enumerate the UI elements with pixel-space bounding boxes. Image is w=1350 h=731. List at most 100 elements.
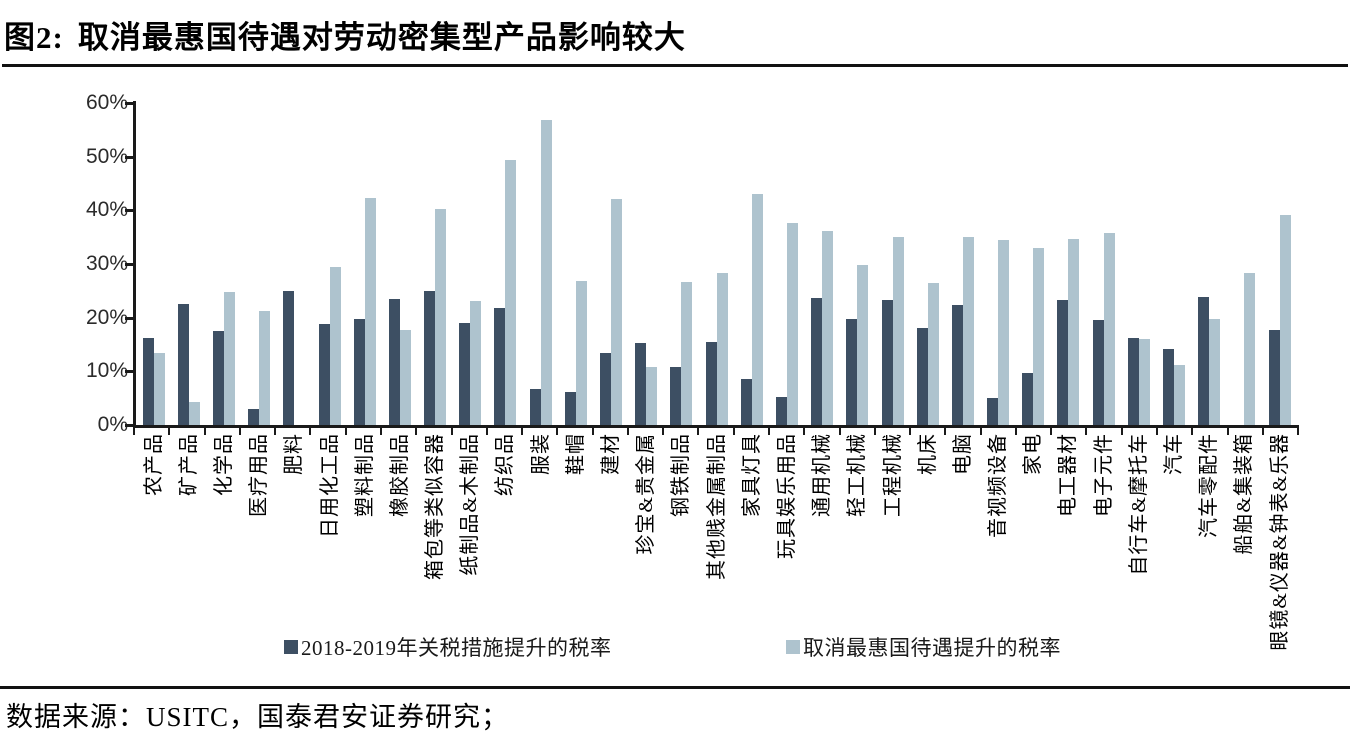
bar-group xyxy=(769,103,804,425)
bar-mfn-cancel xyxy=(153,353,165,425)
bar-tariff-measures xyxy=(459,323,471,425)
bar-mfn-cancel xyxy=(470,301,482,425)
bar-group xyxy=(734,103,769,425)
bar-tariff-measures xyxy=(916,327,928,425)
figure-title: 图2: 取消最惠国待遇对劳动密集型产品影响较大 xyxy=(4,12,686,57)
bar-tariff-measures xyxy=(705,341,717,425)
x-tick-mark xyxy=(415,427,418,435)
bar-tariff-measures xyxy=(1022,372,1034,425)
bar-tariff-measures xyxy=(248,408,260,425)
bar-mfn-cancel xyxy=(1279,214,1291,425)
bar-group xyxy=(453,103,488,425)
y-tick-label: 50% xyxy=(85,144,128,168)
bar-group xyxy=(1156,103,1191,425)
x-tick-mark xyxy=(803,427,806,435)
bar-mfn-cancel xyxy=(1244,272,1256,425)
legend-label-tariff-measures: 2018-2019年关税措施提升的税率 xyxy=(301,636,612,660)
legend-swatch-dark-icon xyxy=(284,640,298,654)
bar-tariff-measures xyxy=(635,342,647,425)
bar-group xyxy=(699,103,734,425)
bar-group xyxy=(840,103,875,425)
bar-tariff-measures xyxy=(564,391,576,425)
figure-number: 图2: xyxy=(4,20,64,55)
bar-mfn-cancel xyxy=(1068,238,1080,425)
y-tick-label: 30% xyxy=(85,252,128,275)
bar-tariff-measures xyxy=(318,324,330,425)
bar-tariff-measures xyxy=(1127,338,1139,425)
x-tick-mark xyxy=(591,427,594,435)
bar-group xyxy=(488,103,523,425)
bar-group xyxy=(664,103,699,425)
x-tick-mark xyxy=(732,427,735,435)
x-tick-mark xyxy=(944,427,947,435)
bar-tariff-measures xyxy=(670,367,682,425)
bar-group xyxy=(136,103,171,425)
bar-tariff-measures xyxy=(494,308,506,425)
bar-mfn-cancel xyxy=(786,222,798,425)
y-tick-label: 60% xyxy=(85,91,128,114)
bar-tariff-measures xyxy=(283,290,295,425)
bar-mfn-cancel xyxy=(611,198,623,425)
y-tick-mark xyxy=(125,209,134,213)
bar-group xyxy=(206,103,241,425)
bar-group xyxy=(945,103,980,425)
y-tick-mark xyxy=(125,316,134,320)
bar-tariff-measures xyxy=(1198,296,1210,425)
x-tick-mark xyxy=(662,427,665,435)
x-tick-mark xyxy=(1085,427,1088,435)
x-tick-mark xyxy=(1226,427,1229,435)
bar-group xyxy=(1227,103,1262,425)
x-tick-mark xyxy=(485,427,488,435)
bar-mfn-cancel xyxy=(505,159,517,425)
bar-mfn-cancel xyxy=(399,329,411,425)
bar-mfn-cancel xyxy=(259,311,271,425)
bar-mfn-cancel xyxy=(435,209,447,425)
bar-group xyxy=(1086,103,1121,425)
x-tick-mark xyxy=(238,427,241,435)
bar-group xyxy=(382,103,417,425)
x-tick-mark xyxy=(1155,427,1158,435)
bar-mfn-cancel xyxy=(857,264,869,425)
bar-mfn-cancel xyxy=(188,401,200,425)
x-tick-mark xyxy=(873,427,876,435)
bar-mfn-cancel xyxy=(575,280,587,425)
legend-item-tariff-measures: 2018-2019年关税措施提升的税率 xyxy=(284,632,612,662)
bar-mfn-cancel xyxy=(540,120,552,425)
x-tick-mark xyxy=(697,427,700,435)
plot-area xyxy=(136,103,1297,425)
x-tick-mark xyxy=(521,427,523,435)
y-tick-mark xyxy=(125,424,134,427)
x-tick-mark xyxy=(1120,427,1123,435)
bar-group xyxy=(805,103,840,425)
x-tick-mark xyxy=(274,427,277,435)
source-note: 数据来源：USITC，国泰君安证券研究； xyxy=(6,702,510,731)
bar-tariff-measures xyxy=(987,398,999,425)
legend: 2018-2019年关税措施提升的税率 取消最惠国待遇提升的税率 xyxy=(0,632,1350,660)
bar-tariff-measures xyxy=(177,304,189,425)
x-tick-mark xyxy=(1191,427,1194,435)
bar-tariff-measures xyxy=(775,396,787,425)
bar-mfn-cancel xyxy=(364,198,376,425)
bar-group xyxy=(558,103,593,425)
y-tick-label: 40% xyxy=(85,198,128,222)
bar-tariff-measures xyxy=(142,337,154,425)
bar-mfn-cancel xyxy=(1174,365,1186,425)
bar-group xyxy=(1121,103,1156,425)
x-tick-mark xyxy=(168,427,171,435)
x-tick-mark xyxy=(1014,427,1017,435)
bar-tariff-measures xyxy=(1057,300,1069,425)
y-tick-mark xyxy=(125,263,134,266)
bar-group xyxy=(171,103,206,425)
x-tick-mark xyxy=(909,427,911,435)
bottom-divider xyxy=(0,686,1350,689)
bar-group xyxy=(347,103,382,425)
bar-group xyxy=(312,103,347,425)
x-tick-mark xyxy=(309,427,312,435)
bar-tariff-measures xyxy=(353,319,365,425)
bar-mfn-cancel xyxy=(223,292,235,425)
bar-tariff-measures xyxy=(212,330,224,425)
bar-mfn-cancel xyxy=(751,193,763,425)
bar-mfn-cancel xyxy=(1138,338,1150,425)
